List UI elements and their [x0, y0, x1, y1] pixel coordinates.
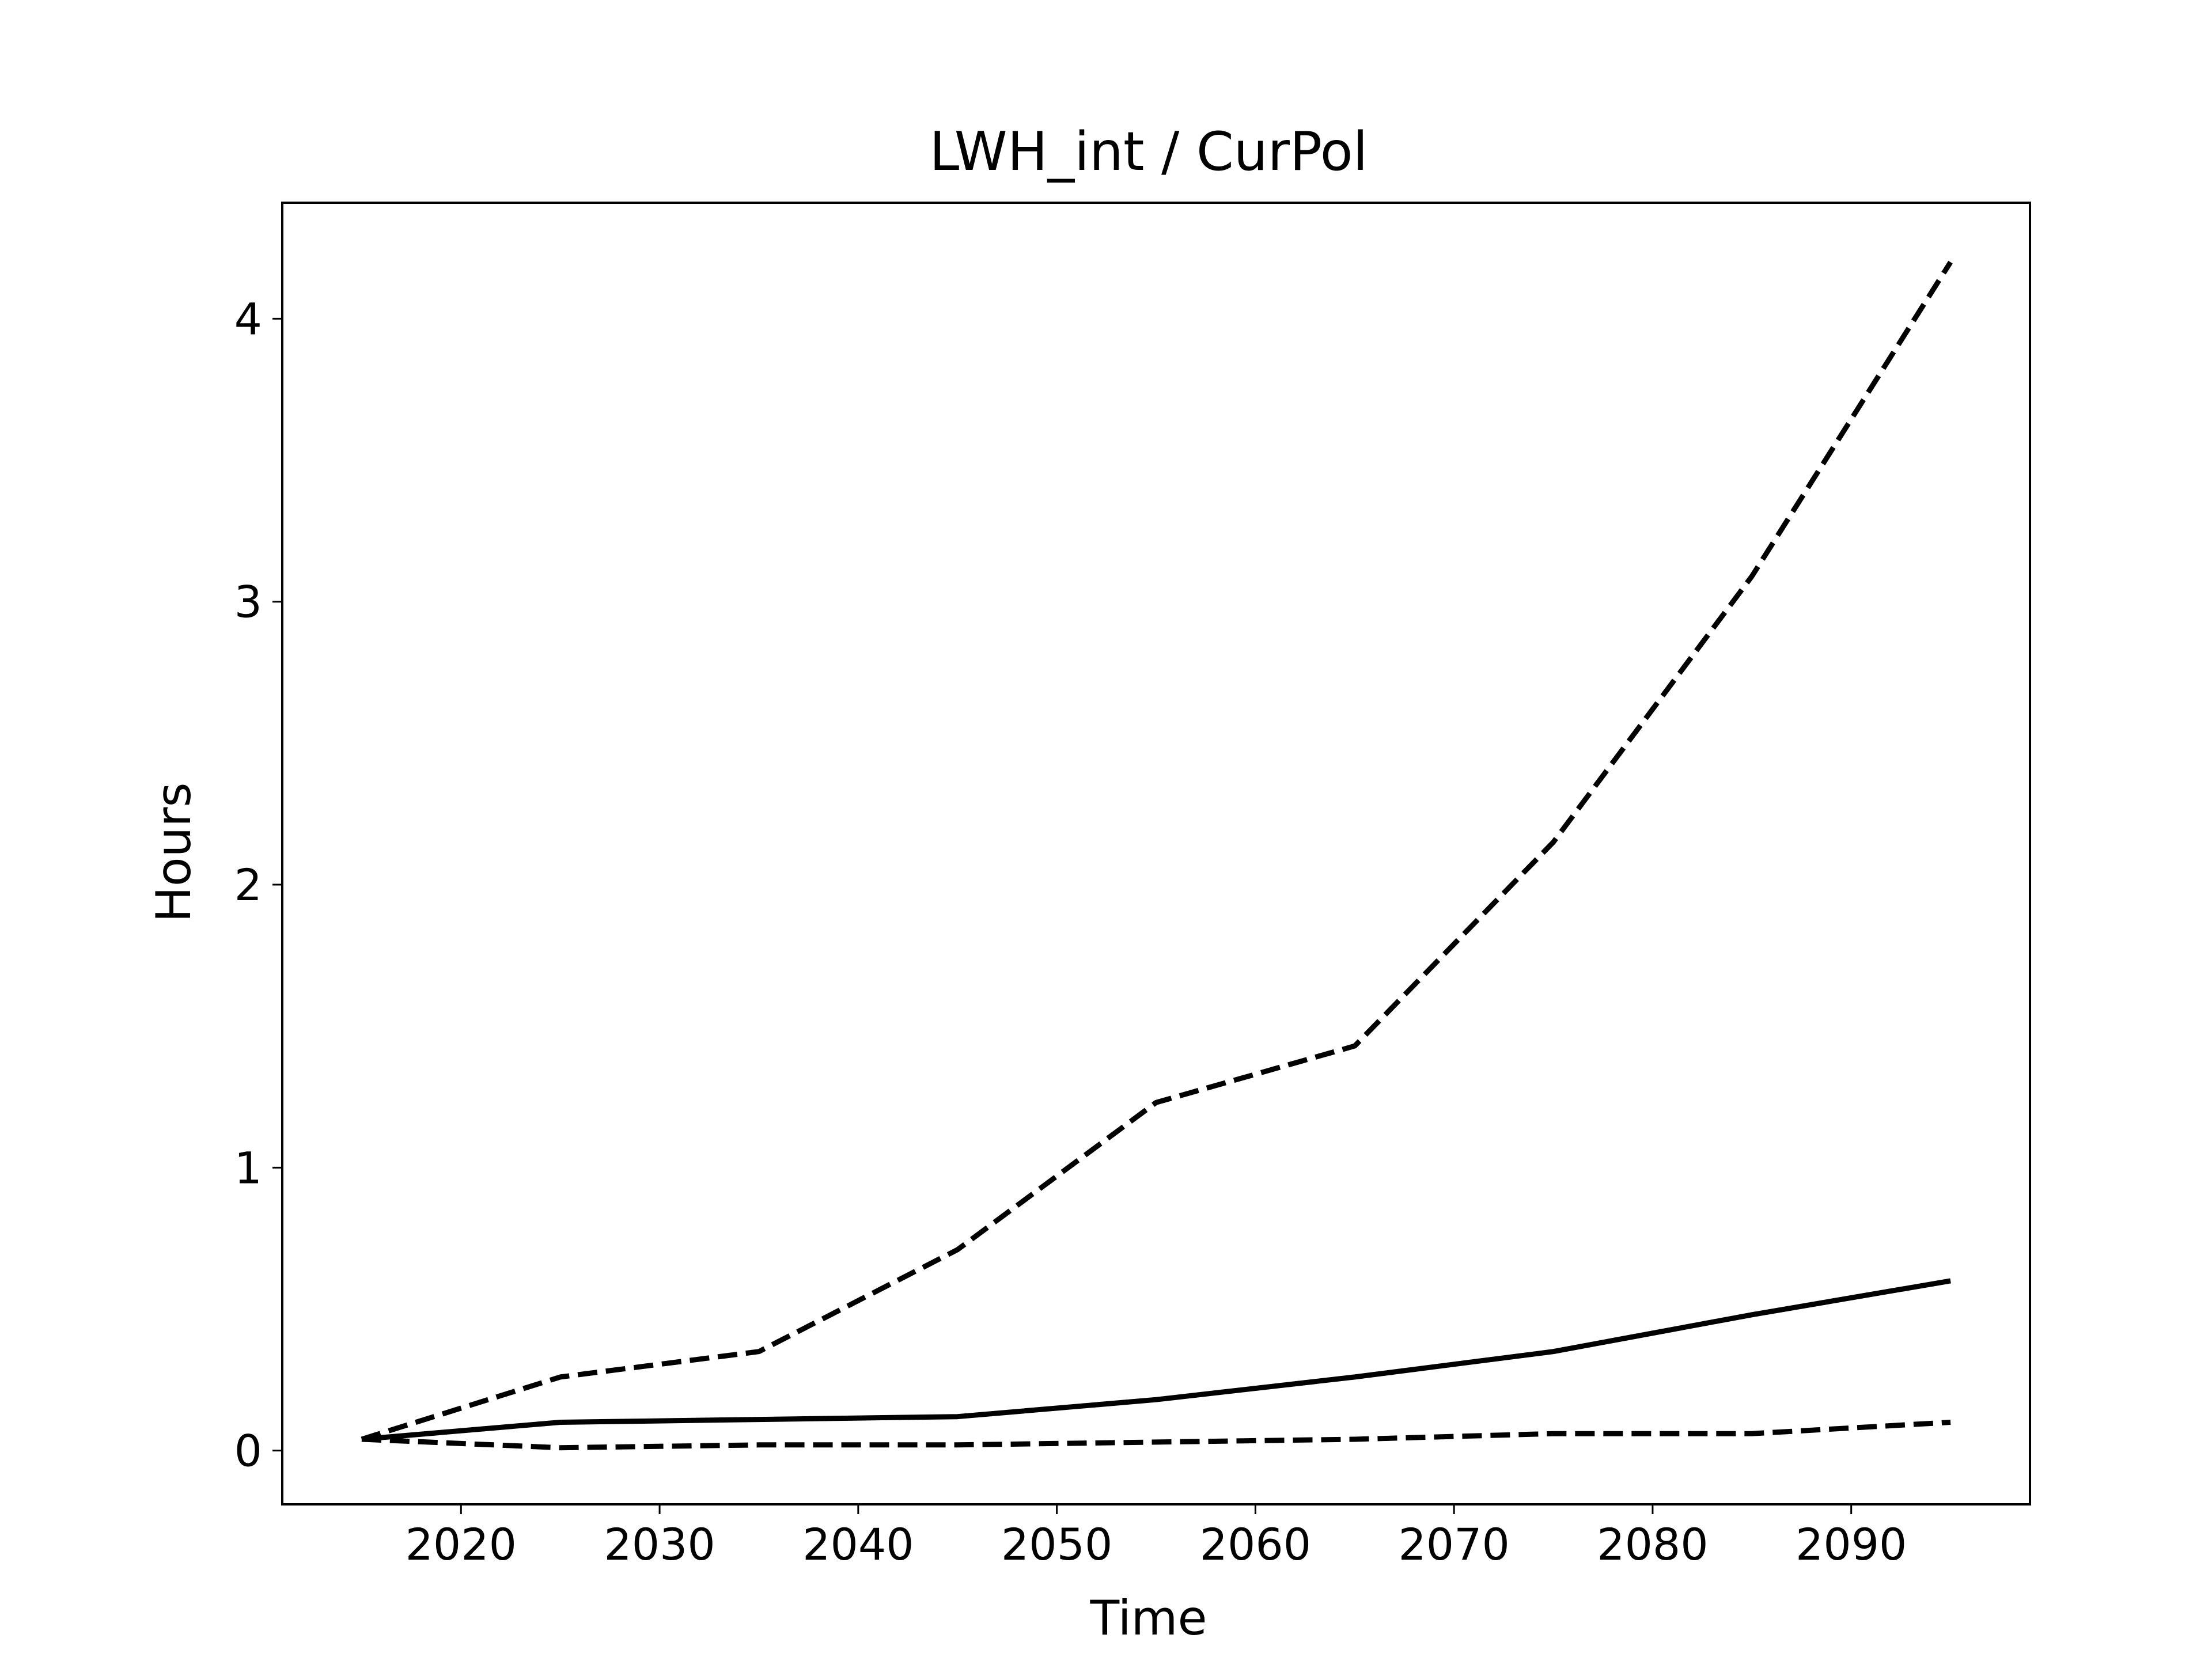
x-tick-label: 2040: [802, 1519, 914, 1570]
series-line-3: [361, 1420, 1951, 1451]
series-line-1: [361, 1278, 1951, 1442]
y-tick-label: 1: [234, 1142, 262, 1193]
x-tick-label: 2060: [1200, 1519, 1311, 1570]
x-tick-label: 2080: [1597, 1519, 1708, 1570]
x-tick-label: 2070: [1398, 1519, 1509, 1570]
y-tick-label: 2: [234, 859, 262, 911]
axes-frame: [281, 202, 2031, 1505]
series-line-2: [361, 260, 1953, 1442]
x-axis-label: Time: [1089, 1590, 1207, 1646]
x-tick-label: 2030: [604, 1519, 715, 1570]
y-tick-label: 3: [234, 577, 262, 628]
x-tick-label: 2020: [406, 1519, 517, 1570]
plot-area: 2020 2030 2040 2050 2060 2070 2080 2090 0 1 2 3 4: [234, 202, 2031, 1570]
x-tick-label: 2050: [1001, 1519, 1112, 1570]
y-tick-label: 4: [234, 293, 262, 344]
y-tick-label: 0: [234, 1425, 262, 1477]
x-tick-label: 2090: [1796, 1519, 1907, 1570]
y-axis-label: Hours: [146, 782, 202, 922]
chart-title: LWH_int / CurPol: [930, 120, 1368, 183]
